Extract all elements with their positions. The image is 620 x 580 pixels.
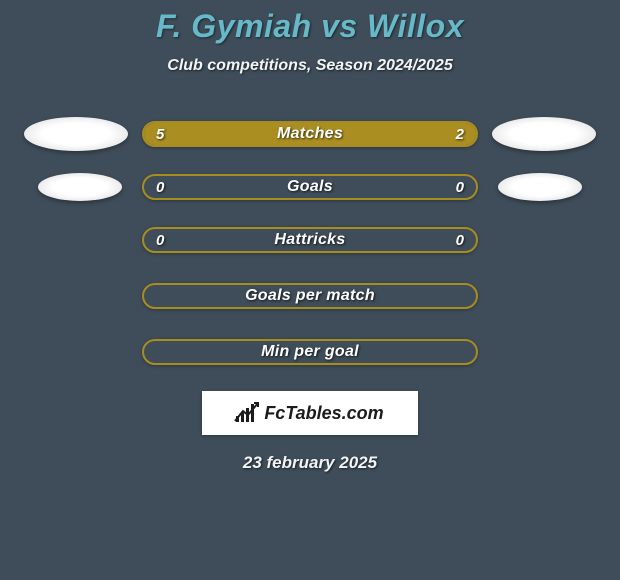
- snapshot-date: 23 february 2025: [0, 453, 620, 473]
- stat-label: Min per goal: [144, 341, 476, 363]
- subtitle: Club competitions, Season 2024/2025: [0, 57, 620, 75]
- player-left-disc: [24, 117, 128, 151]
- stat-row: Goals per match: [0, 279, 620, 313]
- stat-label: Hattricks: [144, 229, 476, 251]
- player-left-disc: [38, 173, 122, 201]
- stat-row: 00Goals: [0, 173, 620, 201]
- stat-label: Goals: [144, 176, 476, 198]
- stat-row: Min per goal: [0, 335, 620, 369]
- stat-bar: Min per goal: [142, 339, 478, 365]
- stat-row: 52Matches: [0, 117, 620, 151]
- stat-bar: 00Hattricks: [142, 227, 478, 253]
- stat-bar: 52Matches: [142, 121, 478, 147]
- stat-bar: 00Goals: [142, 174, 478, 200]
- stat-label: Goals per match: [144, 285, 476, 307]
- source-label: FcTables.com: [264, 403, 383, 424]
- player-right-disc: [492, 117, 596, 151]
- page-title: F. Gymiah vs Willox: [0, 8, 620, 45]
- stat-bar: Goals per match: [142, 283, 478, 309]
- stat-label: Matches: [144, 123, 476, 145]
- stat-row: 00Hattricks: [0, 223, 620, 257]
- bar-chart-icon: [236, 404, 258, 422]
- player-right-disc: [498, 173, 582, 201]
- comparison-card: F. Gymiah vs Willox Club competitions, S…: [0, 0, 620, 473]
- stats-list: 52Matches 00Goals 00Hattricks Goals per mat…: [0, 117, 620, 369]
- source-badge: FcTables.com: [202, 391, 418, 435]
